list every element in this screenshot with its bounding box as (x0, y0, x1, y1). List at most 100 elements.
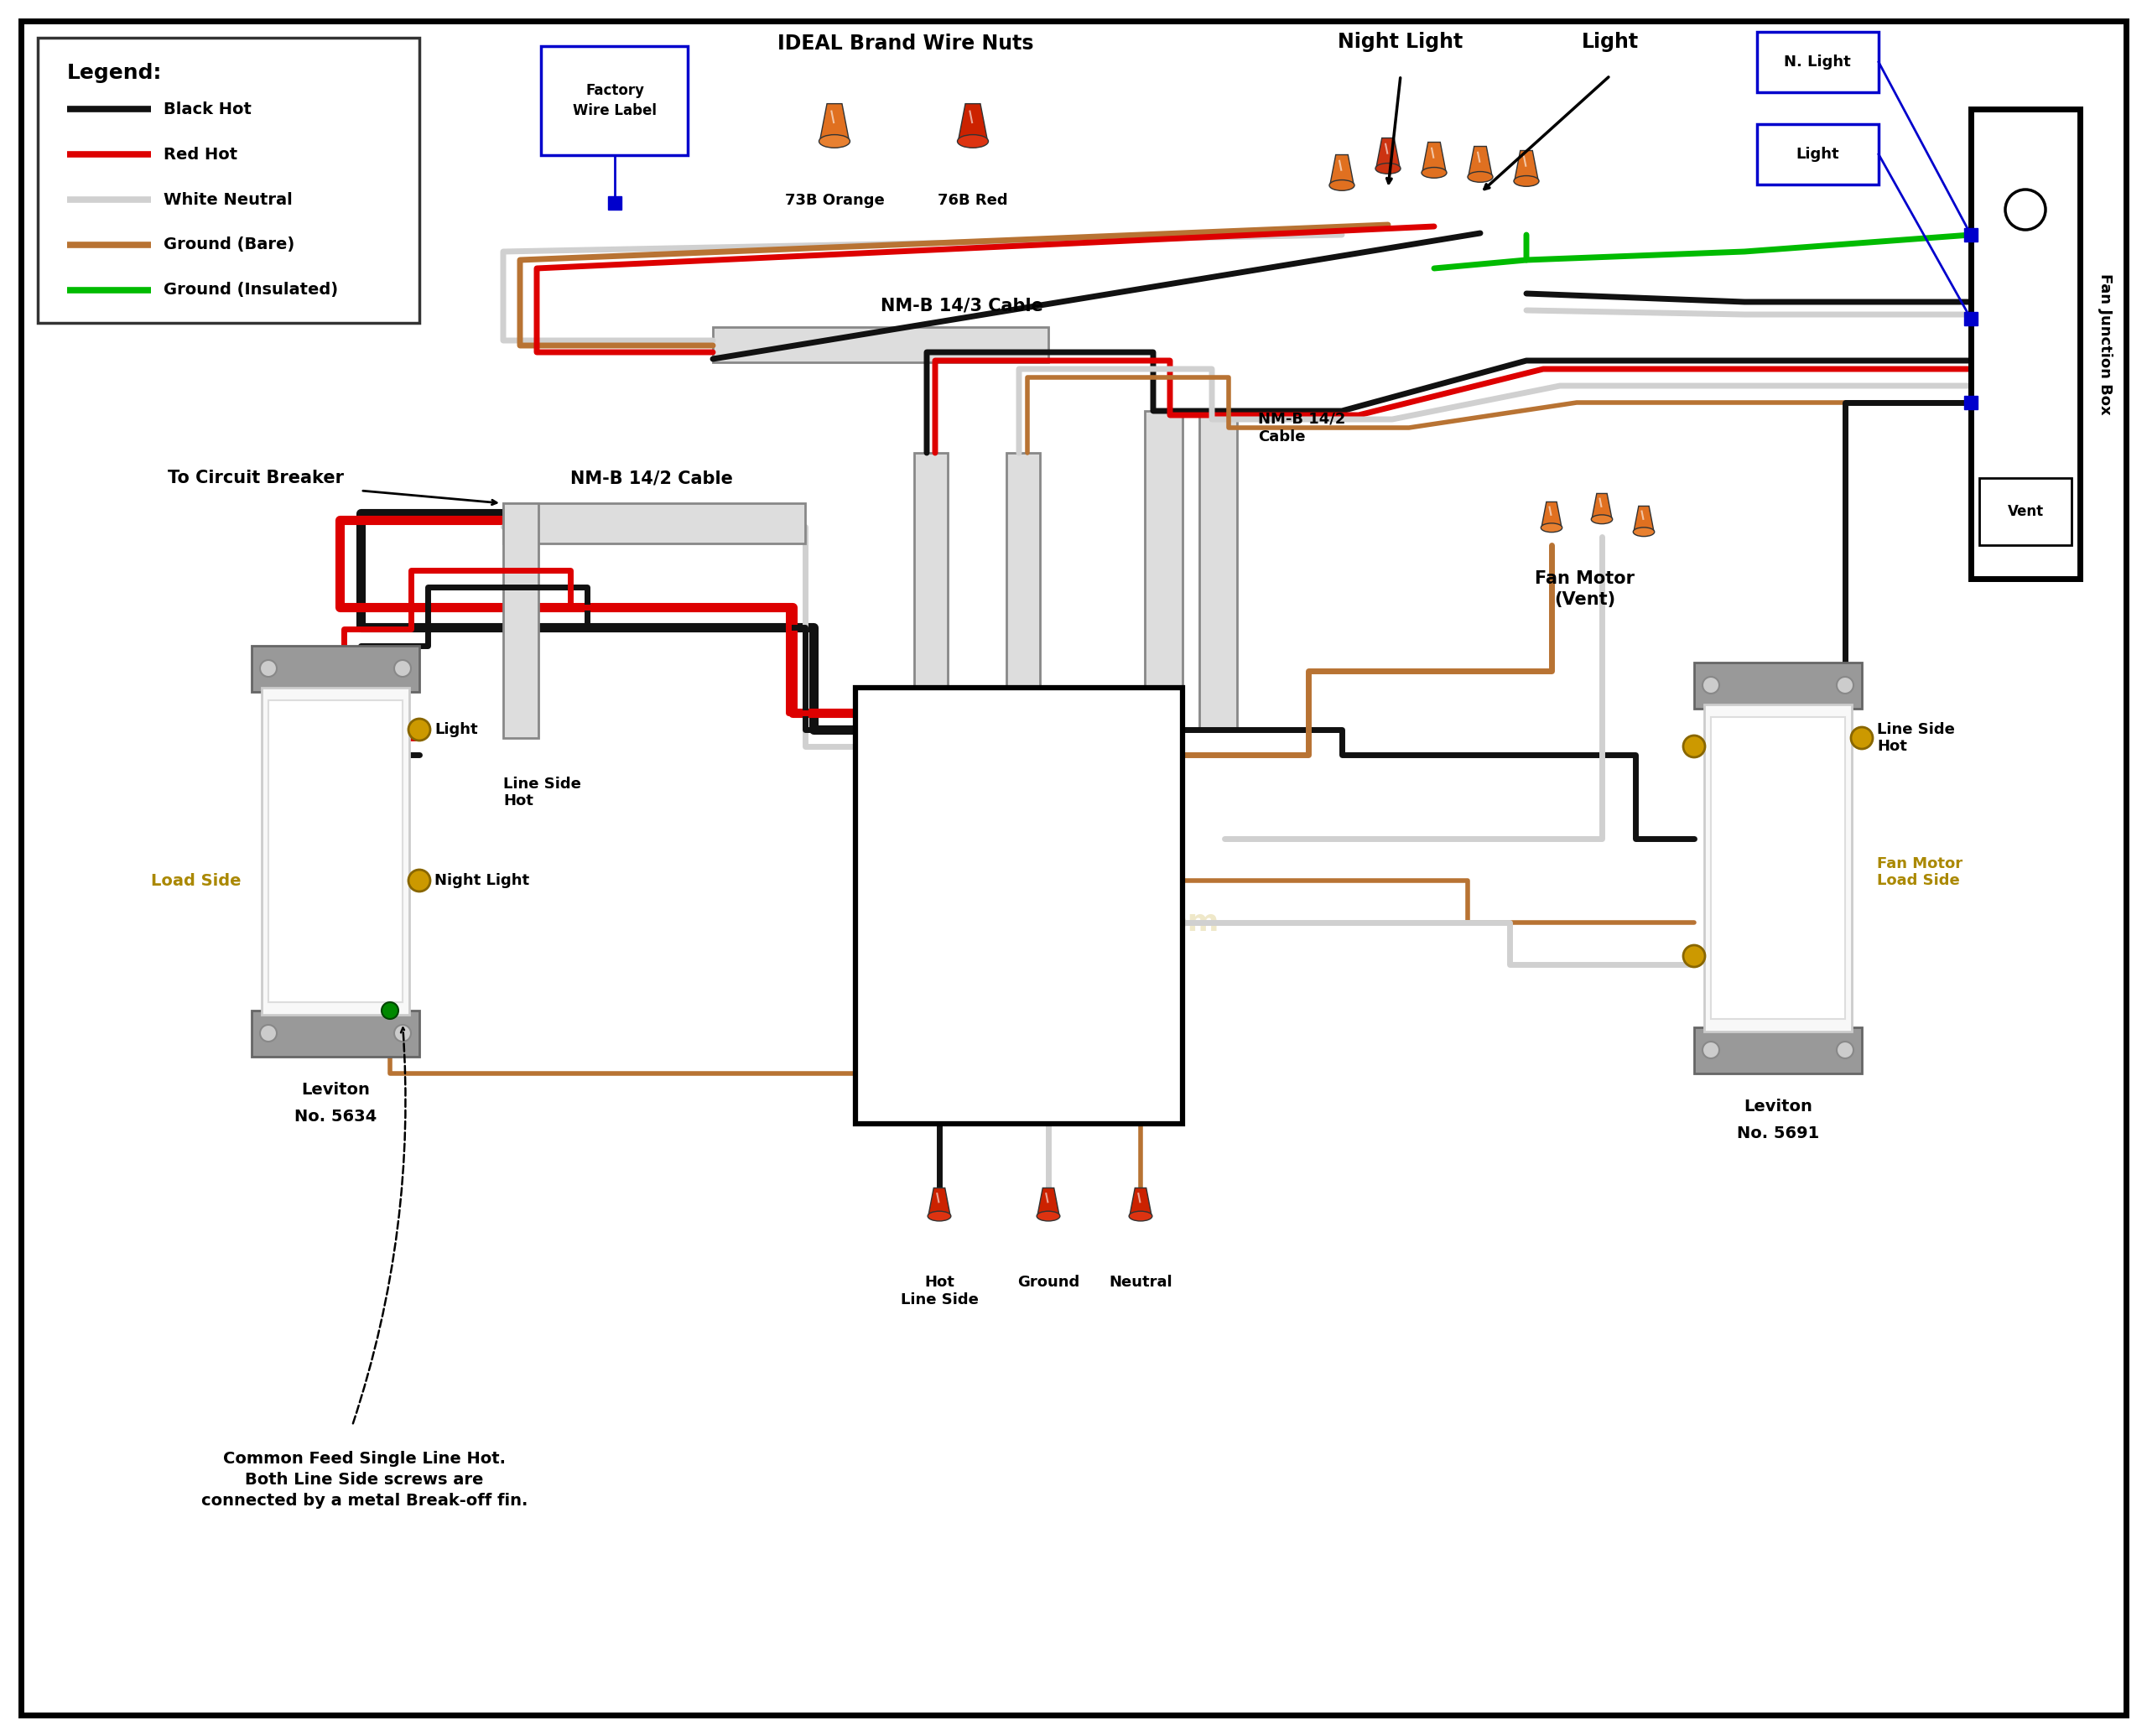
Text: Fan Motor
Load Side: Fan Motor Load Side (1876, 856, 1962, 889)
Ellipse shape (1421, 167, 1447, 179)
Circle shape (1836, 1042, 1853, 1059)
Circle shape (2005, 189, 2046, 229)
FancyBboxPatch shape (1971, 109, 2080, 578)
Ellipse shape (818, 135, 850, 148)
Text: Fan Motor
(Vent): Fan Motor (Vent) (1535, 571, 1636, 608)
Circle shape (1851, 727, 1872, 748)
FancyBboxPatch shape (268, 700, 404, 1002)
FancyBboxPatch shape (541, 47, 687, 155)
Text: Black Hot: Black Hot (163, 101, 251, 116)
Polygon shape (1542, 502, 1561, 528)
FancyBboxPatch shape (713, 326, 1048, 363)
FancyBboxPatch shape (1144, 411, 1183, 729)
Ellipse shape (1634, 528, 1655, 536)
Text: Line Side
Hot: Line Side Hot (1876, 722, 1954, 753)
Circle shape (395, 660, 410, 677)
Ellipse shape (1376, 163, 1400, 174)
Polygon shape (1376, 137, 1400, 168)
Polygon shape (958, 104, 988, 141)
Text: Load Side: Load Side (152, 873, 240, 889)
FancyBboxPatch shape (1007, 453, 1039, 687)
Ellipse shape (958, 135, 988, 148)
Circle shape (1703, 677, 1720, 694)
Text: Night Light: Night Light (434, 873, 530, 889)
FancyBboxPatch shape (39, 38, 419, 323)
Polygon shape (928, 1187, 951, 1217)
Ellipse shape (928, 1212, 951, 1220)
Text: Light: Light (434, 722, 479, 738)
Text: NM-B 14/2
Cable: NM-B 14/2 Cable (1258, 411, 1346, 444)
FancyBboxPatch shape (1756, 123, 1879, 184)
Circle shape (408, 719, 429, 741)
Polygon shape (1514, 151, 1539, 181)
Polygon shape (1329, 155, 1355, 186)
Text: NM-B 14/3 Cable: NM-B 14/3 Cable (880, 297, 1043, 314)
Text: To Circuit Breaker: To Circuit Breaker (167, 470, 344, 486)
FancyBboxPatch shape (1694, 663, 1861, 708)
Circle shape (382, 1002, 399, 1019)
FancyBboxPatch shape (1756, 31, 1879, 92)
Ellipse shape (1591, 516, 1612, 524)
FancyBboxPatch shape (855, 687, 1183, 1123)
Ellipse shape (1469, 172, 1492, 182)
Polygon shape (1469, 146, 1492, 177)
Text: White Neutral: White Neutral (163, 191, 292, 208)
Text: Red Hot: Red Hot (163, 146, 238, 161)
Text: 73B Orange: 73B Orange (784, 193, 885, 208)
Polygon shape (1634, 507, 1653, 531)
Text: Light: Light (1582, 31, 1638, 52)
Text: Hot
Line Side: Hot Line Side (900, 1274, 979, 1307)
Text: Ground: Ground (1018, 1274, 1080, 1290)
FancyBboxPatch shape (21, 21, 2126, 1715)
Text: Legend:: Legend: (67, 62, 163, 83)
Text: No. 5634: No. 5634 (294, 1109, 376, 1125)
Ellipse shape (1329, 181, 1355, 191)
Circle shape (1683, 944, 1705, 967)
Text: Common Feed Single Line Hot.
Both Line Side screws are
connected by a metal Brea: Common Feed Single Line Hot. Both Line S… (202, 1451, 528, 1509)
FancyBboxPatch shape (262, 687, 410, 1016)
FancyBboxPatch shape (1200, 411, 1237, 729)
Polygon shape (1037, 1187, 1058, 1217)
Text: Night Light: Night Light (1338, 31, 1462, 52)
FancyBboxPatch shape (915, 453, 947, 687)
FancyBboxPatch shape (251, 1010, 419, 1057)
Ellipse shape (1037, 1212, 1061, 1220)
Text: Light: Light (1795, 148, 1840, 161)
Circle shape (1836, 677, 1853, 694)
Text: 76B Red: 76B Red (938, 193, 1007, 208)
Text: Fan Junction Box: Fan Junction Box (2098, 273, 2113, 415)
FancyBboxPatch shape (1980, 477, 2072, 545)
Polygon shape (1591, 493, 1612, 519)
Ellipse shape (1129, 1212, 1153, 1220)
Text: Factory
Wire Label: Factory Wire Label (573, 83, 657, 118)
Circle shape (1683, 736, 1705, 757)
Circle shape (1703, 1042, 1720, 1059)
Text: IDEAL Brand Wire Nuts: IDEAL Brand Wire Nuts (777, 33, 1035, 54)
Text: Line Side
Hot: Line Side Hot (502, 776, 582, 809)
Text: N. Light: N. Light (1784, 54, 1851, 69)
Text: Ground (Bare): Ground (Bare) (163, 236, 294, 253)
Ellipse shape (1514, 175, 1539, 186)
Ellipse shape (1542, 523, 1563, 533)
Circle shape (408, 870, 429, 892)
Circle shape (260, 660, 277, 677)
Text: Ground (Insulated): Ground (Insulated) (163, 283, 337, 299)
Text: NM-B 14/2 Cable: NM-B 14/2 Cable (571, 470, 732, 486)
Text: No. 5691: No. 5691 (1737, 1125, 1819, 1141)
Text: Vent: Vent (2007, 503, 2044, 519)
FancyBboxPatch shape (502, 503, 805, 543)
Text: Neutral: Neutral (1108, 1274, 1172, 1290)
FancyBboxPatch shape (1711, 717, 1844, 1019)
Polygon shape (1129, 1187, 1151, 1217)
FancyBboxPatch shape (1694, 1028, 1861, 1073)
Text: Leviton: Leviton (1743, 1099, 1812, 1115)
Polygon shape (820, 104, 850, 141)
Text: Leviton: Leviton (301, 1082, 369, 1097)
Circle shape (260, 1024, 277, 1042)
Circle shape (395, 1024, 410, 1042)
Text: diagramnow.com: diagramnow.com (928, 908, 1219, 937)
FancyBboxPatch shape (1705, 705, 1851, 1031)
FancyBboxPatch shape (251, 646, 419, 693)
Polygon shape (1421, 142, 1447, 172)
FancyBboxPatch shape (502, 503, 539, 738)
